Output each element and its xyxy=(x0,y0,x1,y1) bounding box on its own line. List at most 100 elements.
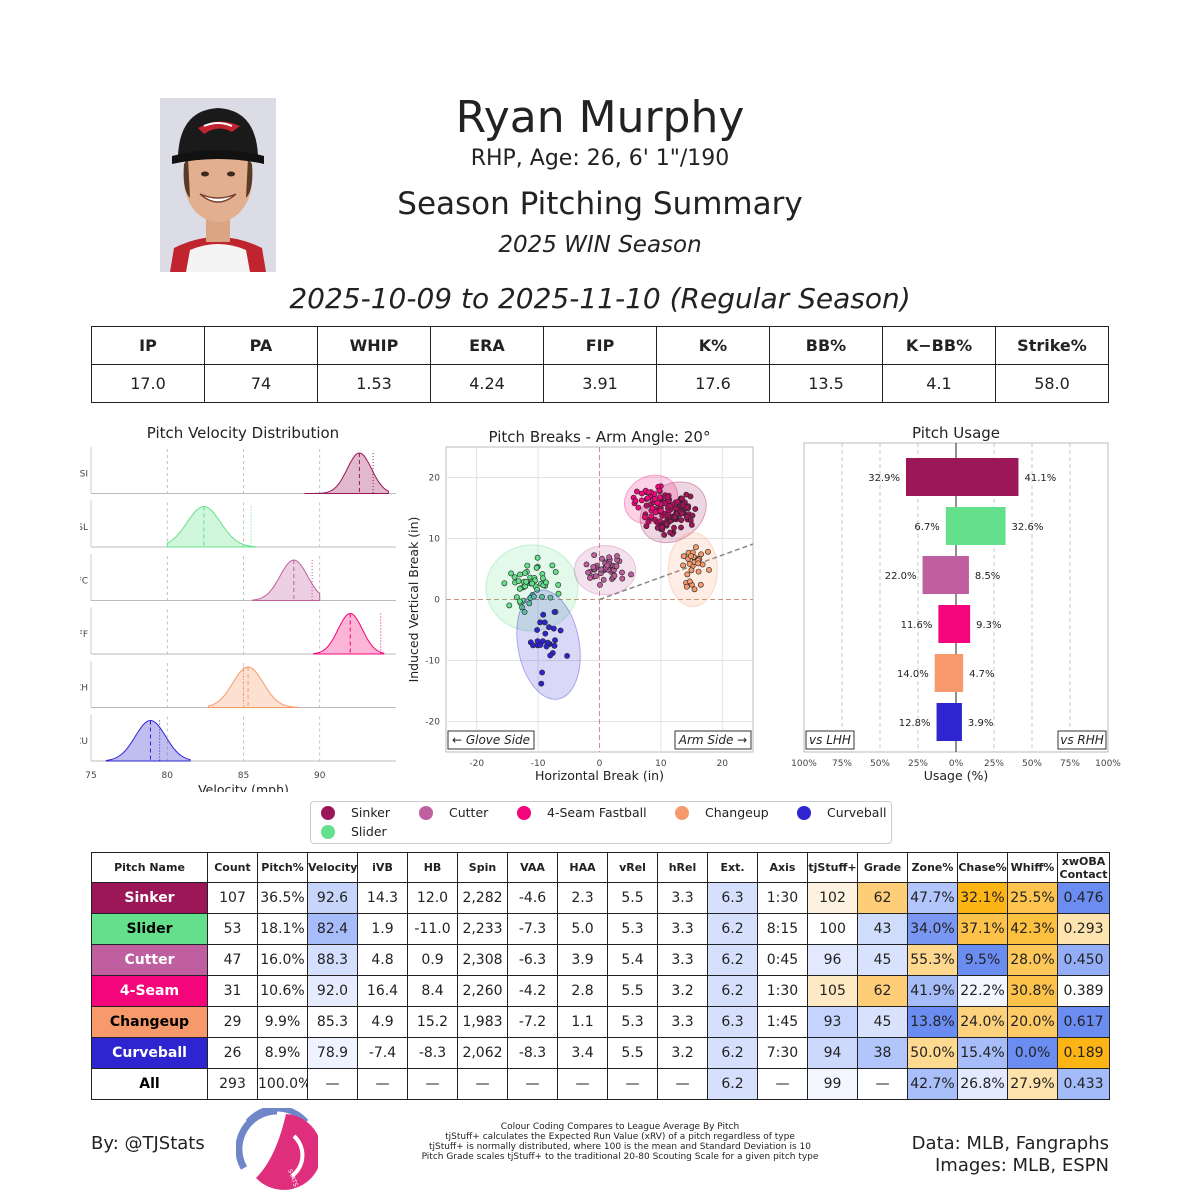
pitch-point xyxy=(522,570,528,576)
pitch-point xyxy=(552,568,559,575)
pitch-point xyxy=(674,498,681,505)
pitch-point xyxy=(526,600,533,607)
pitch-point xyxy=(519,604,525,611)
pitch-point xyxy=(547,594,554,601)
stats-value-cell: 4.24 xyxy=(430,364,544,403)
pitch-table-cell: — xyxy=(357,1068,408,1100)
x-tick-label: 20 xyxy=(717,759,729,769)
usage-label-lhh: 11.6% xyxy=(901,620,933,631)
pitch-table-header-cell: Zone% xyxy=(907,852,958,883)
stats-header-cell: Strike% xyxy=(995,326,1109,365)
pitch-point xyxy=(529,580,535,587)
pitch-point xyxy=(551,609,558,615)
pitch-point xyxy=(671,524,677,531)
pitch-table-cell: -7.2 xyxy=(507,1006,558,1038)
pitch-legend: Sinker Cutter 4-Seam Fastball Changeup C… xyxy=(310,801,892,844)
usage-bar-rhh xyxy=(956,605,971,643)
pitch-table-cell: 0.0% xyxy=(1007,1037,1058,1069)
pitch-point xyxy=(521,609,528,615)
pitch-point xyxy=(683,491,690,498)
pitch-table-header-cell: Spin xyxy=(457,852,508,883)
pitch-table-cell: 2,233 xyxy=(457,913,508,945)
stats-header-cell: PA xyxy=(204,326,318,365)
pitch-table-cell: 55.3% xyxy=(907,944,958,976)
legend-label: Sinker xyxy=(351,805,390,820)
pitch-table-cell: 16.4 xyxy=(357,975,408,1007)
pitch-point xyxy=(673,505,680,512)
pitch-point xyxy=(691,586,698,593)
pitch-table-cell: -8.3 xyxy=(407,1037,458,1069)
footnotes: Colour Coding Compares to League Average… xyxy=(380,1122,860,1162)
legend-swatch xyxy=(517,805,531,820)
usage-label-rhh: 8.5% xyxy=(975,571,1000,582)
usage-label-lhh: 32.9% xyxy=(868,473,900,484)
pitch-table-cell: 92.6 xyxy=(307,882,358,914)
pitch-point xyxy=(659,524,665,531)
stats-value-cell: 17.0 xyxy=(91,364,205,403)
pitch-table-header-cell: HB xyxy=(407,852,458,883)
pitch-table-cell: — xyxy=(307,1068,358,1100)
usage-label-rhh: 9.3% xyxy=(976,620,1001,631)
data-credit: Data: MLB, Fangraphs xyxy=(911,1133,1109,1154)
pitch-point xyxy=(688,553,694,559)
pitch-point xyxy=(695,560,702,567)
pitch-table-header-cell: iVB xyxy=(357,852,408,883)
pitch-table-cell: 10.6% xyxy=(257,975,308,1007)
pitch-table-cell: 2,308 xyxy=(457,944,508,976)
pitch-point xyxy=(667,503,673,509)
stats-value-cell: 17.6 xyxy=(656,364,770,403)
pitch-point xyxy=(689,512,696,519)
pitch-table-cell: 5.3 xyxy=(607,1006,658,1038)
pitch-table-cell: 1.1 xyxy=(557,1006,608,1038)
pitch-table-cell: 6.2 xyxy=(707,944,758,976)
pitch-table-cell: 9.5% xyxy=(957,944,1008,976)
pitch-table-row: Sinker 107 36.5% 92.6 14.3 12.0 2,282 -4.6 2.3 5.… xyxy=(91,882,1110,914)
pitch-table-cell: 24.0% xyxy=(957,1006,1008,1038)
legend-item-slider: Slider xyxy=(321,824,387,839)
pitch-table-cell: 3.2 xyxy=(657,975,708,1007)
stats-header-cell: FIP xyxy=(543,326,657,365)
pitch-table-cell: 293 xyxy=(207,1068,258,1100)
pitch-point xyxy=(540,611,547,618)
usage-bar-rhh xyxy=(956,507,1006,545)
footnote-line: tjStuff+ is normally distributed, where … xyxy=(428,1142,812,1152)
pitch-point xyxy=(533,564,540,571)
usage-bar-rhh xyxy=(956,703,962,741)
pitch-table-header-cell: Grade xyxy=(857,852,908,883)
pitch-point xyxy=(598,555,605,562)
pitch-table-cell: 15.2 xyxy=(407,1006,458,1038)
usage-label-rhh: 4.7% xyxy=(969,669,994,680)
pitch-table-cell: 2,282 xyxy=(457,882,508,914)
pitch-point xyxy=(697,581,704,588)
pitch-point xyxy=(534,586,541,593)
pitch-point xyxy=(606,554,612,561)
pitch-point xyxy=(600,576,607,583)
pitch-table-cell: 100.0% xyxy=(257,1068,308,1100)
pitch-table-header-cell: hRel xyxy=(657,852,708,883)
pitch-table-cell: -4.6 xyxy=(507,882,558,914)
pitch-table-cell: 85.3 xyxy=(307,1006,358,1038)
pitch-table-cell: 2.8 xyxy=(557,975,608,1007)
x-tick-label: 85 xyxy=(238,771,249,781)
pitch-table-cell: 94 xyxy=(807,1037,858,1069)
legend-label: 4-Seam Fastball xyxy=(547,805,647,820)
pitch-table-cell: 42.3% xyxy=(1007,913,1058,945)
usage-label-lhh: 22.0% xyxy=(885,571,917,582)
y-tick-label: -10 xyxy=(425,657,440,667)
pitch-table-cell: -8.3 xyxy=(507,1037,558,1069)
pitch-table-cell: 45 xyxy=(857,944,908,976)
pitch-point xyxy=(654,500,661,506)
x-tick-label: -20 xyxy=(469,759,484,769)
glove-side-box xyxy=(447,730,535,750)
pitch-table-cell: 8.9% xyxy=(257,1037,308,1069)
pitch-table-cell: 0.476 xyxy=(1057,882,1110,914)
pitch-point xyxy=(555,590,562,597)
pitch-point xyxy=(706,566,712,573)
pitch-point xyxy=(539,575,546,582)
usage-bar-lhh xyxy=(945,507,956,545)
x-tick-label: 50% xyxy=(1022,759,1042,769)
legend-item-cutter: Cutter xyxy=(419,805,488,820)
pitch-table-cell: -6.3 xyxy=(507,944,558,976)
legend-item-4-seam: 4-Seam Fastball xyxy=(517,805,647,820)
pitch-point xyxy=(641,514,648,521)
